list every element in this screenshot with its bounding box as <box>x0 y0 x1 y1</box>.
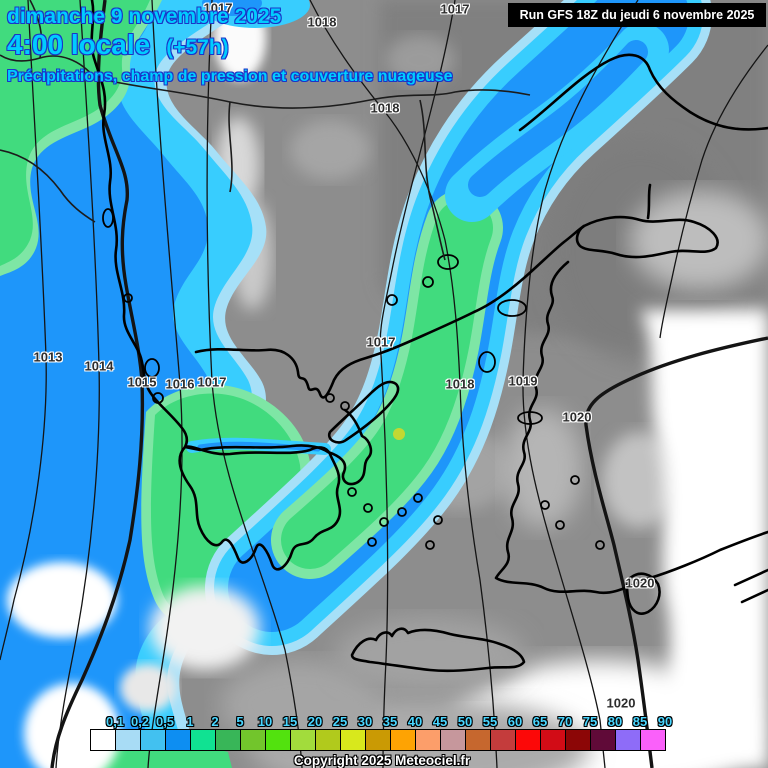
legend-color-cell <box>290 729 316 751</box>
border-layer <box>0 0 531 261</box>
forecast-date: dimanche 9 novembre 2025 <box>7 5 282 28</box>
isobar-1013 <box>0 0 47 661</box>
legend-color-cell <box>640 729 666 751</box>
legend-color-cell <box>240 729 266 751</box>
legend-color-cell <box>590 729 616 751</box>
pressure-label: 1018 <box>370 100 400 116</box>
island-layer <box>102 208 605 550</box>
precipitation-legend <box>90 729 666 751</box>
pressure-label: 1020 <box>606 695 636 711</box>
isobar-1014 <box>55 0 100 768</box>
coast-rhodes <box>625 572 661 615</box>
legend-value: 0,1 <box>105 714 125 729</box>
legend-color-cell <box>440 729 466 751</box>
coast-north-aegean <box>194 224 586 399</box>
legend-value: 0,5 <box>155 714 175 729</box>
forecast-time-row: 4:00 locale (+57h) <box>7 29 281 61</box>
legend-value: 30 <box>357 714 373 729</box>
pressure-label: 1017 <box>440 1 470 17</box>
pressure-label: 1020 <box>562 409 592 425</box>
isobar-extra <box>659 44 768 339</box>
pressure-label: 1013 <box>33 349 63 365</box>
legend-color-cell <box>315 729 341 751</box>
pressure-label: 1017 <box>203 0 233 16</box>
coast-west-balkans <box>90 0 373 486</box>
legend-color-cell <box>190 729 216 751</box>
legend-color-cell <box>465 729 491 751</box>
isobar-1019 <box>522 0 639 768</box>
legend-value: 50 <box>457 714 473 729</box>
legend-color-cell <box>215 729 241 751</box>
coast-euboea <box>327 380 400 444</box>
map-subtitle: Précipitations, champ de pression et cou… <box>7 68 453 85</box>
legend-color-cell <box>115 729 141 751</box>
legend-value: 35 <box>382 714 398 729</box>
title-block: dimanche 9 novembre 2025 4:00 locale (+5… <box>7 5 282 61</box>
legend-color-cell <box>390 729 416 751</box>
legend-value: 90 <box>657 714 673 729</box>
pressure-label: 1018 <box>307 14 337 30</box>
legend-value: 45 <box>432 714 448 729</box>
legend-value: 80 <box>607 714 623 729</box>
legend-value: 65 <box>532 714 548 729</box>
legend-value: 1 <box>186 714 194 729</box>
legend-color-cell <box>490 729 516 751</box>
coast-crete <box>350 627 526 673</box>
legend-color-cell <box>515 729 541 751</box>
legend-value: 70 <box>557 714 573 729</box>
legend-color-cell <box>365 729 391 751</box>
pressure-label: 1017 <box>197 374 227 390</box>
pressure-label: 1016 <box>165 376 195 392</box>
coast-black-sea <box>518 53 768 132</box>
legend-color-cell <box>415 729 441 751</box>
legend-value: 60 <box>507 714 523 729</box>
isobar-1018 <box>309 0 498 768</box>
legend-color-cell <box>615 729 641 751</box>
coast-bosphorus <box>646 183 652 220</box>
pressure-label: 1015 <box>127 374 157 390</box>
legend-color-cell <box>140 729 166 751</box>
legend-color-cell <box>265 729 291 751</box>
pressure-label: 1018 <box>445 376 475 392</box>
legend-value: 5 <box>236 714 244 729</box>
isobar-1020 <box>584 336 768 768</box>
pressure-label: 1014 <box>84 358 114 374</box>
legend-value: 40 <box>407 714 423 729</box>
coastline-layer <box>90 0 768 673</box>
forecast-hour-offset: (+57h) <box>166 36 229 60</box>
coast-marmara <box>575 215 719 259</box>
legend-value: 15 <box>282 714 298 729</box>
legend-value: 75 <box>582 714 598 729</box>
isobar-1017-north <box>379 0 456 768</box>
legend-value: 2 <box>211 714 219 729</box>
legend-color-cell <box>90 729 116 751</box>
coast-turkey-west <box>494 260 768 595</box>
pressure-label: 1019 <box>508 373 538 389</box>
copyright-text: Copyright 2025 Meteociel.fr <box>293 753 471 768</box>
legend-value: 0,2 <box>130 714 150 729</box>
legend-color-cell <box>565 729 591 751</box>
legend-value: 55 <box>482 714 498 729</box>
pressure-label: 1017 <box>366 334 396 350</box>
legend-color-cell <box>340 729 366 751</box>
coast-bottom-right-steps <box>733 568 768 604</box>
pressure-label: 1020 <box>625 575 655 591</box>
legend-color-cell <box>165 729 191 751</box>
model-run-info: Run GFS 18Z du jeudi 6 novembre 2025 <box>508 3 766 27</box>
legend-value: 85 <box>632 714 648 729</box>
legend-value: 20 <box>307 714 323 729</box>
forecast-time: 4:00 locale <box>7 29 151 61</box>
coast-peloponnese <box>178 445 342 571</box>
legend-color-cell <box>540 729 566 751</box>
legend-value: 10 <box>257 714 273 729</box>
legend-value: 25 <box>332 714 348 729</box>
